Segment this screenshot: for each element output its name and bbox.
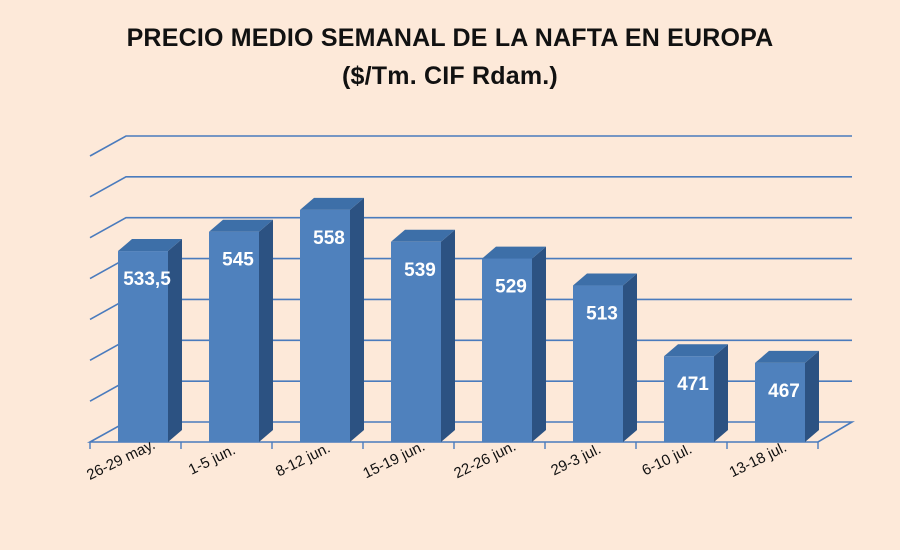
bar <box>209 219 273 442</box>
gridline <box>89 298 852 321</box>
bar-front <box>300 209 350 442</box>
data-label: 545 <box>222 250 254 271</box>
data-label: 467 <box>768 381 800 402</box>
x-tick-labels: 26-29 may. 1-5 jun. 8-12 jun. 15-19 jun. 22-… <box>84 436 789 484</box>
bar <box>391 229 455 442</box>
chart-floor <box>86 421 855 443</box>
bar <box>573 273 637 442</box>
bar-front <box>209 231 259 442</box>
gridline <box>89 176 852 198</box>
bar-side <box>623 273 637 442</box>
bar-top <box>391 229 455 242</box>
bar-top <box>755 350 819 363</box>
bar-top <box>573 273 637 286</box>
bar-front <box>573 285 623 442</box>
data-labels: 533,5 545 558 539 529 513 471 467 <box>123 228 800 402</box>
data-label: 513 <box>586 304 618 325</box>
data-label: 558 <box>313 228 345 249</box>
x-tick-label: 26-29 may. <box>84 436 158 484</box>
chart-subtitle: ($/Tm. CIF Rdam.) <box>342 62 558 90</box>
data-label: 533,5 <box>123 269 171 290</box>
bar <box>664 344 728 442</box>
gridlines <box>86 135 855 449</box>
x-tick-label: 29-3 jul. <box>548 441 603 480</box>
bar-side <box>805 350 819 442</box>
bar-side <box>350 197 364 442</box>
bar-top <box>482 246 546 259</box>
bar <box>755 350 819 442</box>
bar-side <box>441 229 455 442</box>
data-label: 471 <box>677 374 709 395</box>
bar-side <box>168 239 182 442</box>
gridline <box>89 380 852 402</box>
data-label: 529 <box>495 277 527 298</box>
x-tick-label: 13-18 jul. <box>727 439 790 481</box>
bar-top <box>664 344 728 357</box>
x-tick-label: 6-10 jul. <box>639 441 694 480</box>
bar-top <box>300 197 364 210</box>
chart-title: PRECIO MEDIO SEMANAL DE LA NAFTA EN EURO… <box>126 24 774 52</box>
bars <box>118 197 819 442</box>
bar-side <box>714 344 728 442</box>
bar-top <box>209 219 273 232</box>
bar-front <box>482 258 532 442</box>
gridline <box>89 135 852 157</box>
bar-front <box>755 362 805 442</box>
gridline <box>89 216 852 239</box>
bar-top <box>118 239 182 252</box>
bar <box>300 197 364 442</box>
gridline <box>89 257 852 280</box>
gridline <box>89 339 852 361</box>
bar-front <box>664 356 714 442</box>
bar-front <box>391 241 441 442</box>
bar-side <box>532 246 546 442</box>
data-label: 539 <box>404 260 436 281</box>
x-tick-label: 8-12 jun. <box>273 440 333 481</box>
x-tick-label: 15-19 jun. <box>360 438 427 483</box>
bar-front <box>118 251 168 442</box>
bar-side <box>259 219 273 442</box>
x-tick-label: 22-26 jun. <box>451 438 518 483</box>
bar <box>482 246 546 442</box>
x-tick-label: 1-5 jun. <box>186 441 238 478</box>
bar <box>118 239 182 442</box>
